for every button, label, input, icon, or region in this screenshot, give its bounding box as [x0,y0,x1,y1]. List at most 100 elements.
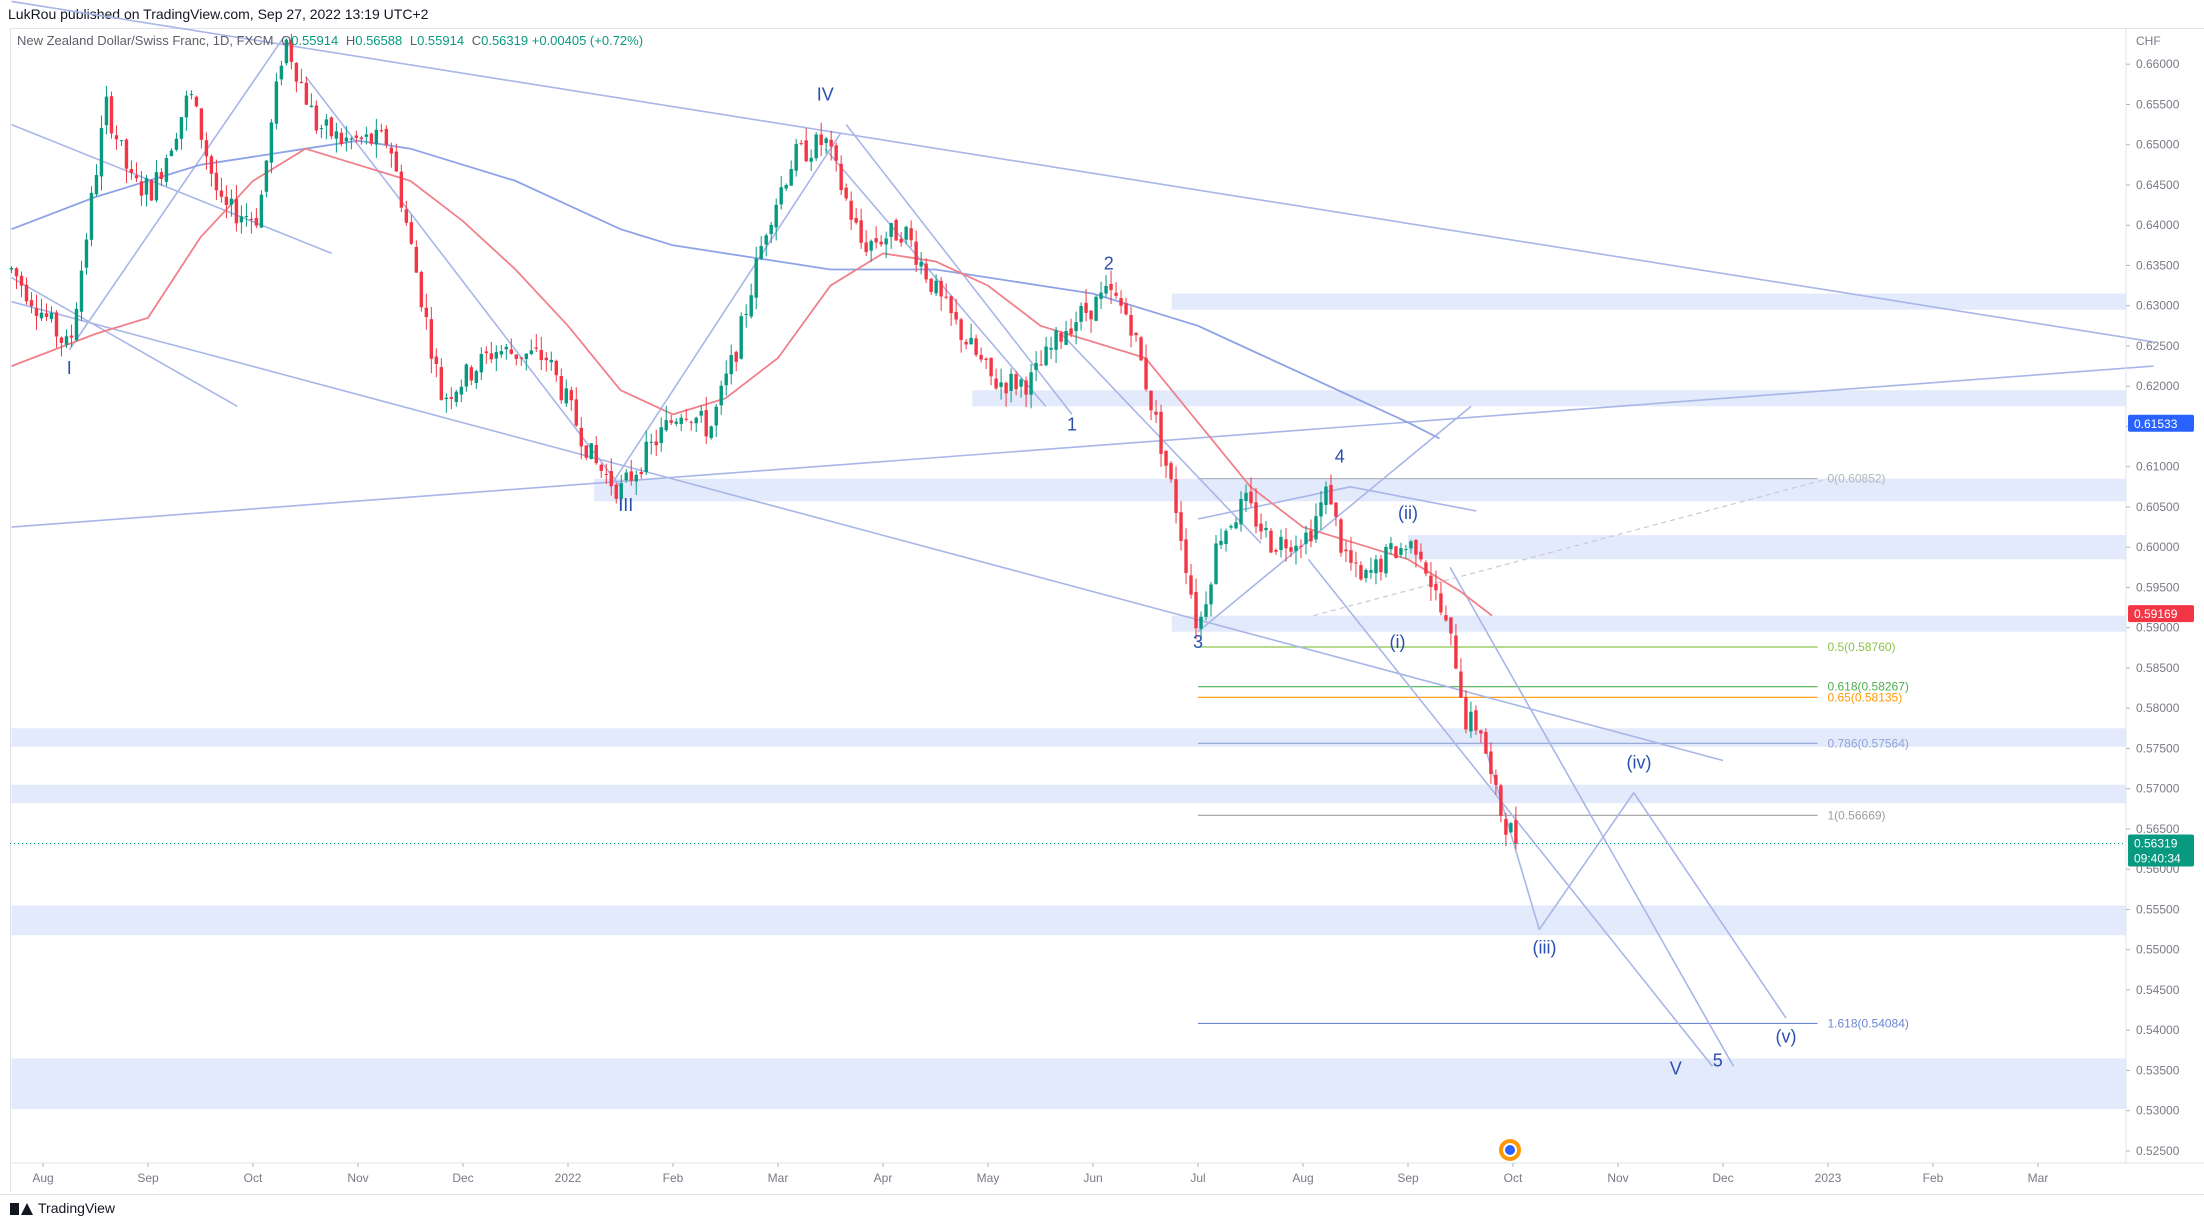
candle-body [1289,547,1293,552]
candle-body [1249,491,1253,504]
wave-label: (ii) [1398,503,1418,523]
candle-body [104,96,109,126]
symbol-name[interactable]: New Zealand Dollar/Swiss Franc, 1D, FXCM [17,33,274,48]
trendline[interactable] [11,0,2154,343]
price-tick-label: 0.64000 [2136,218,2180,232]
trendline[interactable] [11,365,2154,528]
candle-body [704,410,708,437]
candle-body [819,134,823,146]
trendline[interactable] [1538,792,1635,931]
candle-body [414,246,419,273]
time-tick-label: May [977,1171,1000,1185]
time-tick-label: Apr [874,1171,893,1185]
close-value: 0.56319 [481,33,529,48]
candle-body [184,95,189,118]
price-chart[interactable]: 0(0.60852)0.5(0.58760)0.618(0.58267)0.65… [0,0,2204,1192]
time-tick-label: Feb [1923,1171,1944,1185]
candle-body [964,341,968,345]
trendline[interactable] [824,148,1047,407]
candle-body [919,261,923,267]
candle-body [564,388,568,404]
candle-body [574,399,578,426]
candle-body [114,135,119,140]
tradingview-logo-icon [10,1201,33,1215]
candle-body [14,268,19,277]
candle-body [264,160,269,192]
candle-body [54,312,59,337]
trendline[interactable] [11,300,1724,762]
trendline[interactable] [11,276,238,408]
trendline[interactable] [1633,792,1787,1019]
symbol-legend[interactable]: New Zealand Dollar/Swiss Franc, 1D, FXCM… [17,33,643,48]
tradingview-brand[interactable]: TradingView [10,1200,115,1216]
trendline[interactable] [609,132,842,488]
candle-body [1069,328,1073,335]
candle-body [1074,322,1078,332]
candle-body [69,335,74,338]
candle-body [1009,373,1013,391]
trendline[interactable] [1350,486,1477,512]
candle-body [1294,545,1298,552]
candle-body [589,443,593,460]
candle-body [1159,411,1163,454]
candle-body [884,238,888,245]
candle-body [1079,306,1083,322]
trendline[interactable] [845,124,1073,415]
candle-body [754,258,758,298]
zone-band [1171,615,2126,632]
fib-label: 1.618(0.54084) [1828,1016,1909,1030]
trendline[interactable] [11,123,333,255]
candle-body [1399,548,1403,555]
chart-frame [10,28,2204,1191]
candlesticks [9,33,1518,850]
trendline[interactable] [1197,405,1472,633]
candle-body [669,420,673,423]
candle-body [844,187,848,199]
footer-bar [0,1194,2204,1228]
price-tag-box[interactable] [2128,414,2194,432]
trendline[interactable] [68,35,286,351]
candle-body [1409,541,1413,549]
zone-band [11,728,2126,747]
price-tick-label: 0.59000 [2136,621,2180,635]
candle-body [749,295,753,317]
candle-body [1144,358,1148,390]
candle-body [1279,536,1283,551]
candle-body [139,181,144,196]
candle-body [99,127,104,177]
fib-label: 0.786(0.57564) [1828,736,1909,750]
candle-body [464,364,469,387]
candle-body [814,134,818,159]
candle-body [1024,380,1028,395]
candle-body [974,338,978,355]
fib-label: 0.618(0.58267) [1828,680,1909,694]
candle-body [424,307,429,318]
candle-body [359,137,364,139]
candle-body [409,222,414,244]
time-tick-label: Dec [452,1171,473,1185]
candle-body [1219,540,1223,545]
candle-body [959,319,963,341]
price-tag-box[interactable] [2128,605,2194,623]
candle-body [829,139,833,147]
candle-body [1314,516,1318,540]
candle-body [374,129,379,145]
candle-body [539,349,543,361]
candle-body [299,81,304,83]
candle-body [1359,565,1363,580]
trendline[interactable] [1307,558,1714,1067]
candle-body [1179,512,1183,541]
open-label: O [281,33,292,48]
candle-body [339,132,344,144]
wave-label: 2 [1104,253,1114,273]
time-tick-label: Aug [1292,1171,1313,1185]
time-tick-label: Mar [2028,1171,2049,1185]
candle-body [734,351,738,362]
trendline[interactable] [1449,566,1735,1067]
candle-body [1004,382,1008,394]
candle-body [1209,584,1213,605]
trendline[interactable] [304,75,622,488]
fib-label: 0.5(0.58760) [1828,640,1896,654]
price-tag-box[interactable] [2128,834,2194,867]
candle-body [1229,525,1233,528]
